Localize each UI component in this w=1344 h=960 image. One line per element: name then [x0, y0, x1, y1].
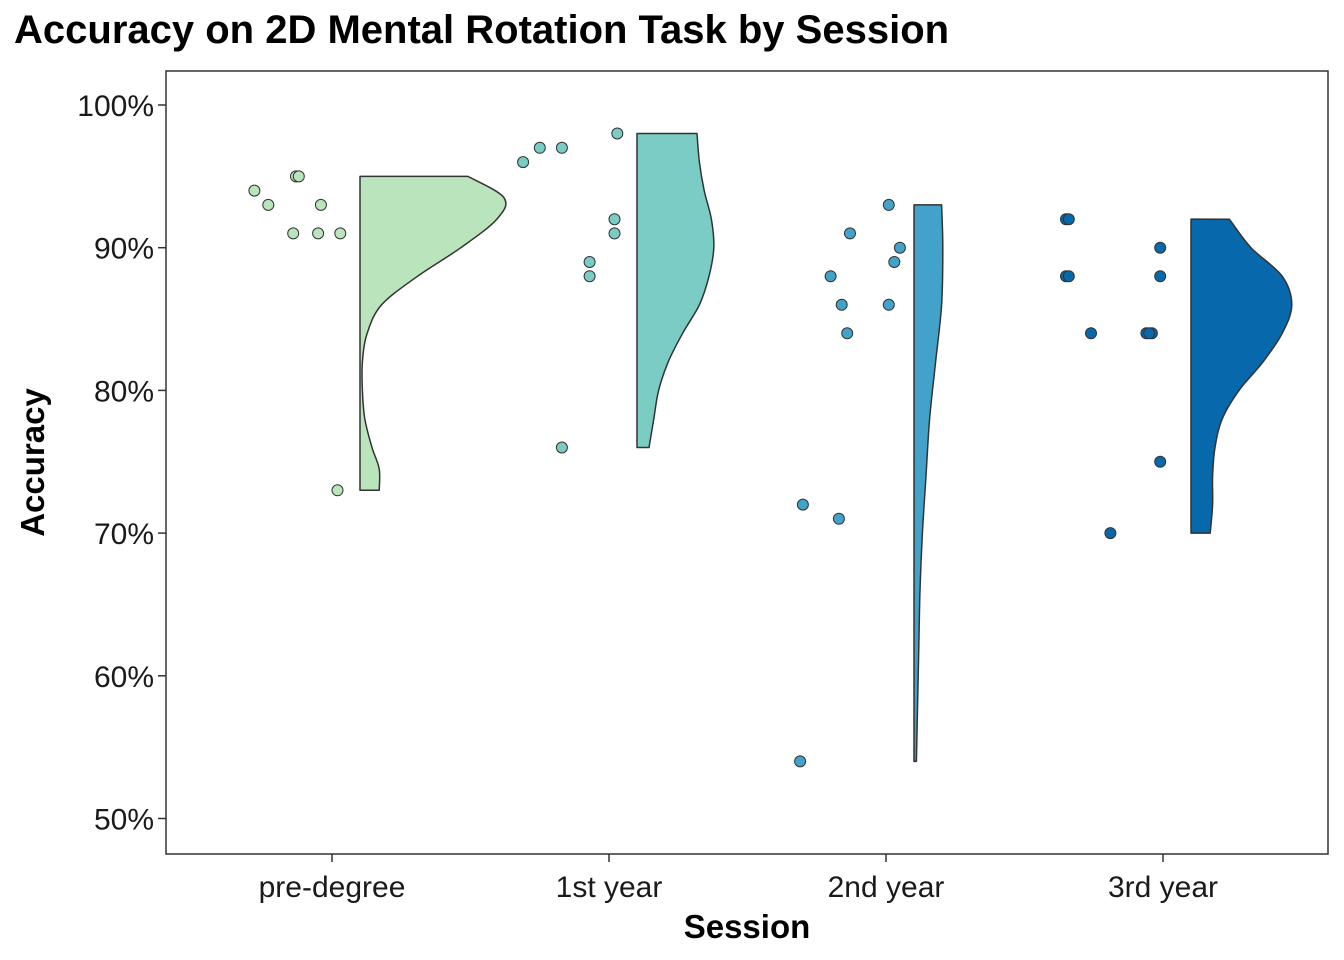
data-point	[1154, 270, 1167, 283]
data-point	[888, 256, 901, 268]
y-tick-label: 70%	[94, 518, 154, 551]
data-point	[1062, 213, 1075, 226]
data-point	[1085, 327, 1097, 340]
data-point	[608, 213, 621, 226]
data-point	[331, 484, 344, 497]
data-point	[312, 227, 325, 240]
data-point	[583, 256, 596, 268]
data-point	[844, 227, 856, 240]
data-point	[611, 127, 624, 140]
data-point	[835, 298, 848, 311]
data-point	[1062, 270, 1075, 283]
data-point	[796, 498, 809, 511]
y-tick-label: 60%	[94, 661, 154, 694]
data-point	[608, 227, 621, 240]
data-point	[533, 141, 546, 154]
data-point	[1104, 527, 1117, 540]
violin-1	[359, 175, 507, 492]
data-point	[882, 298, 895, 311]
violin-layer	[359, 132, 1293, 763]
data-point	[555, 141, 568, 154]
x-tick-label: 3rd year	[1108, 871, 1218, 904]
y-tick-label: 80%	[94, 375, 154, 408]
x-tick-label: 1st year	[556, 871, 663, 904]
data-point	[882, 198, 895, 211]
data-point	[287, 227, 300, 240]
violin-2	[636, 132, 715, 449]
data-point	[517, 156, 530, 169]
data-point	[893, 241, 906, 254]
data-point	[292, 170, 305, 183]
plot-panel	[165, 70, 1329, 855]
data-point	[262, 198, 275, 211]
chart-title: Accuracy on 2D Mental Rotation Task by S…	[14, 8, 950, 52]
data-point	[832, 512, 845, 525]
data-point	[794, 755, 807, 768]
y-axis-title: Accuracy	[14, 388, 51, 537]
x-tick-label: 2nd year	[828, 871, 945, 904]
violin-4	[1190, 218, 1293, 534]
data-point	[1154, 241, 1167, 254]
data-point	[314, 198, 327, 211]
data-point	[824, 270, 837, 283]
x-axis-title: Session	[684, 908, 811, 945]
data-point	[334, 227, 347, 240]
y-tick-label: 90%	[94, 233, 154, 266]
data-point	[248, 184, 261, 197]
y-tick-label: 100%	[77, 90, 154, 123]
violin-3	[913, 204, 944, 763]
x-tick-label: pre-degree	[259, 871, 406, 904]
data-point	[1143, 327, 1156, 340]
data-point	[555, 441, 568, 454]
y-tick-label: 50%	[94, 804, 154, 837]
x-axis: pre-degree 1st year 2nd year 3rd year	[259, 854, 1218, 904]
y-axis: 50% 60% 70% 80% 90% 100%	[77, 90, 166, 837]
data-point	[1154, 455, 1167, 468]
data-point	[583, 270, 596, 283]
points-layer	[248, 127, 1167, 768]
data-point	[841, 327, 854, 340]
